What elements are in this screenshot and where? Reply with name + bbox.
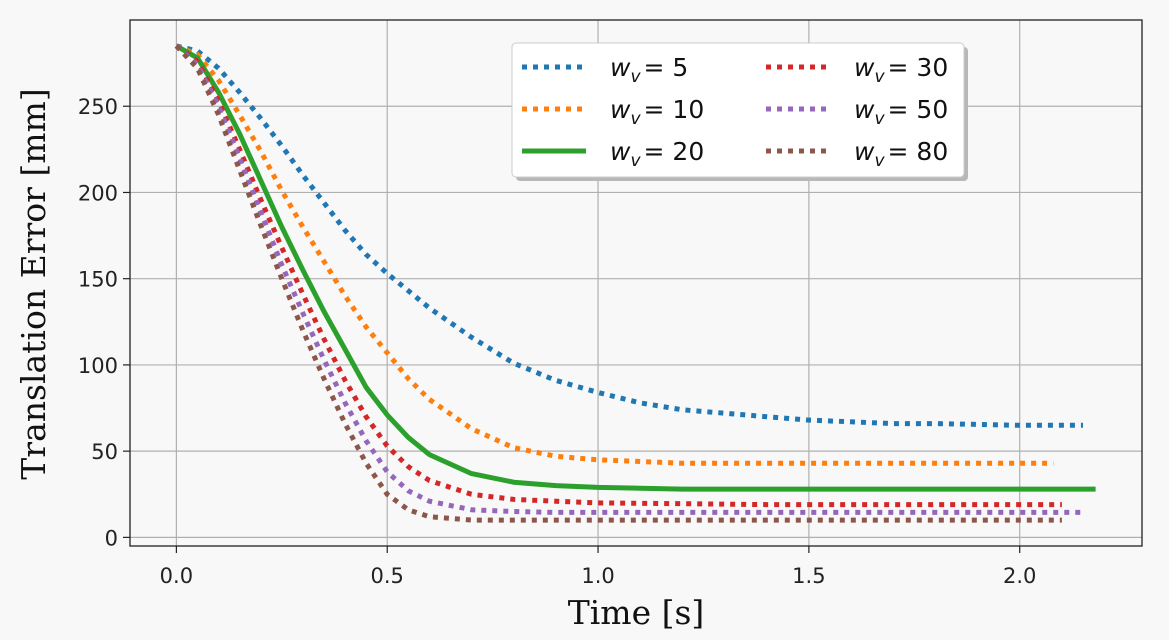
x-tick-label: 0.5: [371, 564, 404, 588]
legend-label: wv = 50: [854, 95, 948, 129]
legend-label: wv = 5: [610, 53, 688, 87]
y-tick-label: 250: [78, 95, 118, 119]
series-line-30: [174, 43, 1062, 508]
x-tick-label: 2.0: [1003, 564, 1036, 588]
legend-label: wv = 80: [854, 137, 948, 171]
y-axis-title: Translation Error [mm]: [14, 88, 53, 479]
series-layer: [174, 43, 1096, 523]
legend-label: wv = 10: [610, 95, 704, 129]
series-line-20: [175, 43, 1096, 492]
legend-box: [511, 42, 965, 178]
x-axis: 0.0 0.5 1.0 1.5 2.0: [160, 546, 1036, 588]
plot-frame: [129, 19, 1143, 547]
y-tick-label: 0: [105, 526, 118, 550]
x-axis-title: Time [s]: [568, 593, 705, 632]
y-tick-label: 200: [78, 181, 118, 205]
series-line-50: [174, 44, 1083, 515]
series-line-80: [174, 44, 1062, 523]
legend-label: wv = 30: [854, 53, 948, 87]
legend-label: wv = 20: [610, 137, 704, 171]
x-tick-label: 1.0: [581, 564, 614, 588]
y-tick-label: 100: [78, 354, 118, 378]
legend: wv = 5 wv = 10 wv = 20 wv = 30 wv = 50 wv = 80: [511, 42, 968, 181]
y-tick-label: 150: [78, 268, 118, 292]
x-tick-label: 0.0: [160, 564, 193, 588]
x-tick-label: 1.5: [792, 564, 825, 588]
y-axis: 0 50 100 150 200 250: [78, 95, 130, 550]
series-line-10: [175, 43, 1054, 466]
y-tick-label: 50: [91, 440, 118, 464]
